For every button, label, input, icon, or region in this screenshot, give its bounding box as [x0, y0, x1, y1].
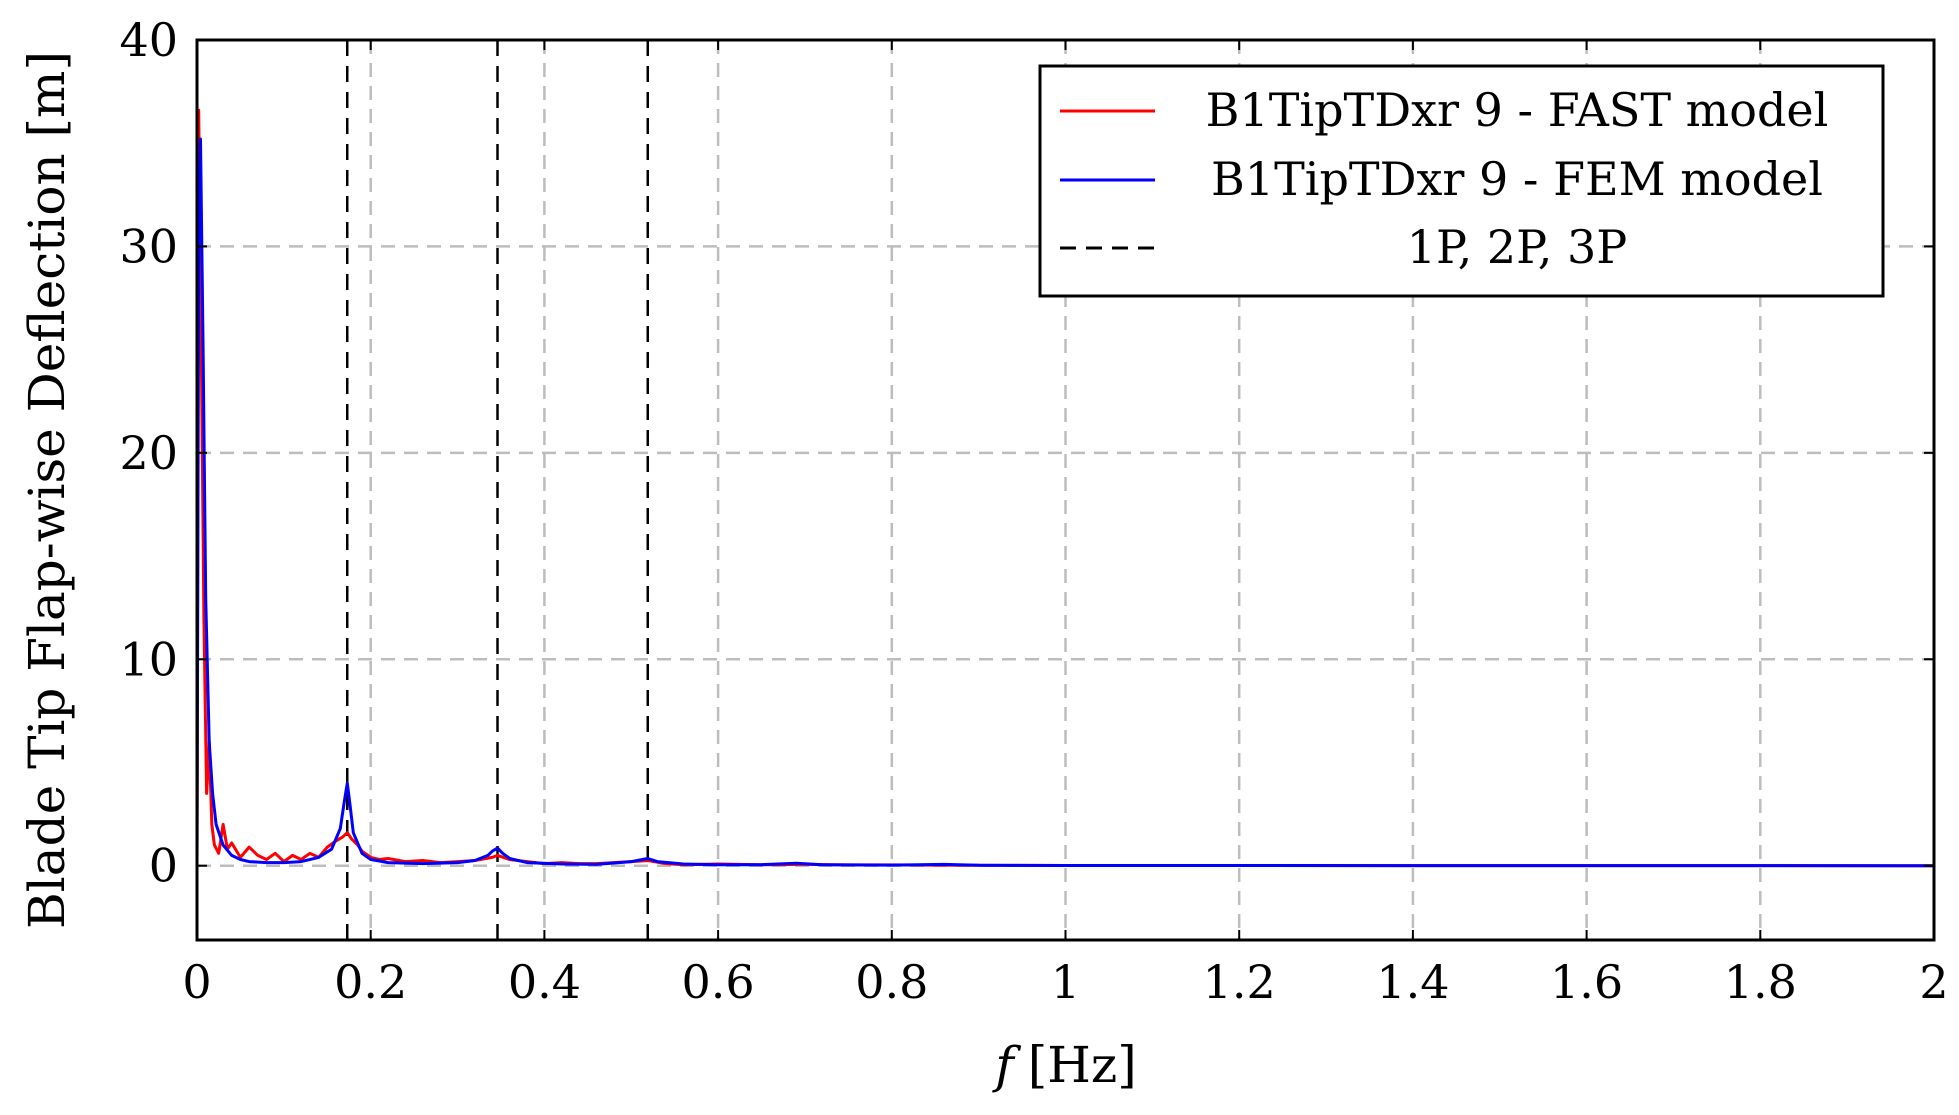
x-tick-label: 0.6 [682, 955, 755, 1009]
y-tick-label: 0 [149, 839, 178, 893]
x-tick-label: 2 [1919, 955, 1948, 1009]
legend-label: B1TipTDxr 9 - FAST model [1206, 83, 1829, 137]
x-tick-label: 1.8 [1724, 955, 1797, 1009]
y-tick-label: 40 [119, 13, 178, 67]
legend-label: 1P, 2P, 3P [1407, 220, 1628, 274]
series-group [195, 108, 1935, 868]
x-tick-label: 1 [1051, 955, 1080, 1009]
x-tick-label: 1.4 [1376, 955, 1449, 1009]
x-tick-label: 0.8 [855, 955, 928, 1009]
legend-box [1038, 64, 1885, 298]
x-tick-label: 1.2 [1203, 955, 1276, 1009]
legend-label: B1TipTDxr 9 - FEM model [1211, 152, 1823, 206]
x-axis-label: f [Hz] [991, 1036, 1136, 1094]
y-axis-label: Blade Tip Flap-wise Deflection [m] [18, 51, 76, 929]
x-tick-label: 1.6 [1550, 955, 1623, 1009]
y-tick-label: 30 [119, 219, 178, 273]
x-tick-label: 0.2 [334, 955, 407, 1009]
series-line [195, 137, 1935, 868]
x-axis-ticks: 0 0.2 0.4 0.6 0.8 1 1.2 1.4 1.6 1.8 2 [182, 40, 1949, 1009]
y-tick-label: 20 [119, 426, 178, 480]
legend: B1TipTDxr 9 - FAST model B1TipTDxr 9 - FE… [1038, 64, 1885, 298]
y-axis-ticks: 0 10 20 30 40 [119, 13, 1934, 893]
x-axis-label-unit: [Hz] [1028, 1036, 1137, 1094]
y-tick-label: 10 [119, 632, 178, 686]
x-tick-label: 0 [182, 955, 211, 1009]
x-axis-label-variable: f [991, 1036, 1021, 1094]
harmonic-lines [346, 40, 650, 940]
x-tick-label: 0.4 [508, 955, 581, 1009]
